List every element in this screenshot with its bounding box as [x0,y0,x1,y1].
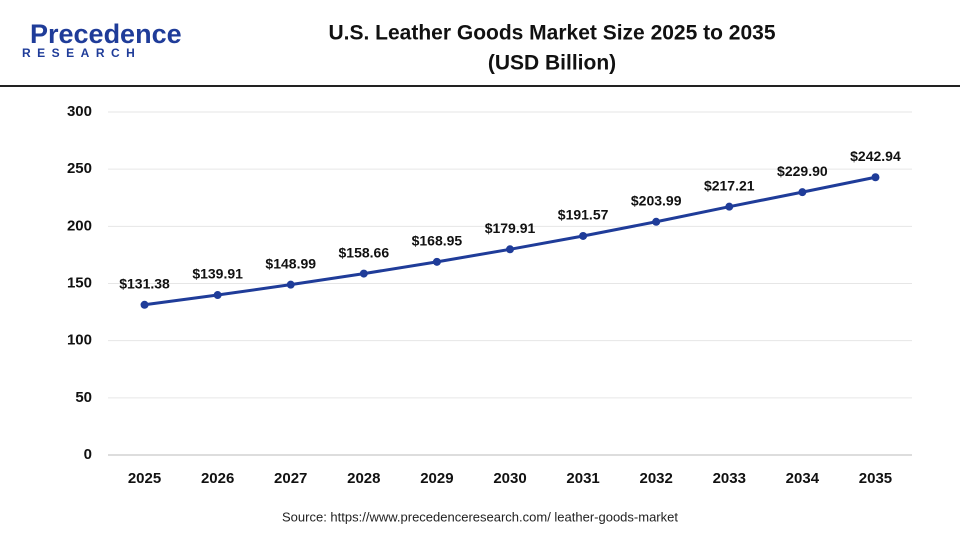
y-tick-label: 50 [75,389,92,406]
point [213,291,222,300]
value-label: $158.66 [339,244,390,260]
point [798,188,807,197]
x-tick-label: 2027 [274,470,307,487]
point [432,257,441,266]
point [506,245,514,254]
y-tick-label: 150 [67,274,92,291]
x-tick-label: 2028 [347,470,380,487]
x-tick-label: 2035 [859,470,892,487]
x-tick-label: 2031 [566,470,599,487]
point [579,231,588,240]
chart-subtitle: (USD Billion) [488,52,616,75]
value-label: $131.38 [119,275,170,291]
x-tick-label: 2030 [493,470,526,487]
value-label: $242.94 [850,148,901,164]
value-label: $179.91 [485,220,536,236]
source: Source: https://www.precedenceresearch.c… [282,509,678,524]
point [359,269,368,278]
y-tick-label: 300 [67,103,92,120]
y-tick-label: 100 [67,332,92,349]
chart-title: U.S. Leather Goods Market Size 2025 to 2… [328,22,775,45]
point [725,202,734,211]
logo-name: Precedence [30,19,182,49]
point [140,300,149,309]
point [871,173,880,182]
value-label: $148.99 [265,255,316,271]
y-tick-label: 200 [67,217,92,234]
point [652,217,661,226]
value-label: $203.99 [631,192,682,208]
value-label: $191.57 [558,207,609,223]
x-tick-label: 2029 [420,470,453,487]
x-tick-label: 2033 [713,470,746,487]
y-tick-label: 250 [67,160,92,177]
value-label: $168.95 [412,233,463,249]
x-tick-label: 2034 [786,470,820,487]
value-label: $217.21 [704,177,755,193]
point [286,280,295,289]
value-label: $139.91 [192,266,243,282]
logo-tagline: RESEARCH [22,46,141,60]
x-tick-label: 2025 [128,470,161,487]
value-label: $229.90 [777,163,828,179]
y-tick-label: 0 [84,446,92,463]
x-tick-label: 2032 [639,470,672,487]
x-tick-label: 2026 [201,470,234,487]
